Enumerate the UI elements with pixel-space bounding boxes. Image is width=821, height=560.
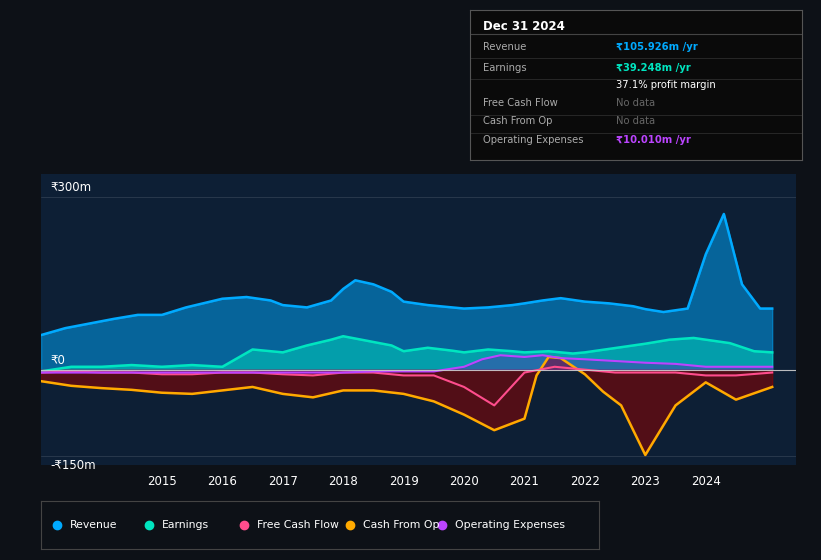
Text: ₹0: ₹0 (51, 354, 66, 367)
Text: ₹300m: ₹300m (51, 181, 92, 194)
Text: Free Cash Flow: Free Cash Flow (483, 99, 557, 108)
Text: ₹39.248m /yr: ₹39.248m /yr (616, 63, 690, 73)
Text: Revenue: Revenue (483, 42, 526, 52)
Text: ₹105.926m /yr: ₹105.926m /yr (616, 42, 698, 52)
Text: Earnings: Earnings (163, 520, 209, 530)
Text: No data: No data (616, 99, 655, 108)
Text: No data: No data (616, 116, 655, 127)
Text: Cash From Op: Cash From Op (363, 520, 440, 530)
Text: Earnings: Earnings (483, 63, 526, 73)
Text: Cash From Op: Cash From Op (483, 116, 553, 127)
Text: Revenue: Revenue (70, 520, 117, 530)
Text: Dec 31 2024: Dec 31 2024 (483, 20, 565, 33)
Text: Operating Expenses: Operating Expenses (456, 520, 566, 530)
Text: ₹10.010m /yr: ₹10.010m /yr (616, 135, 690, 145)
Text: -₹150m: -₹150m (51, 459, 97, 472)
Text: Free Cash Flow: Free Cash Flow (257, 520, 339, 530)
Text: 37.1% profit margin: 37.1% profit margin (616, 80, 716, 90)
Text: Operating Expenses: Operating Expenses (483, 135, 584, 145)
